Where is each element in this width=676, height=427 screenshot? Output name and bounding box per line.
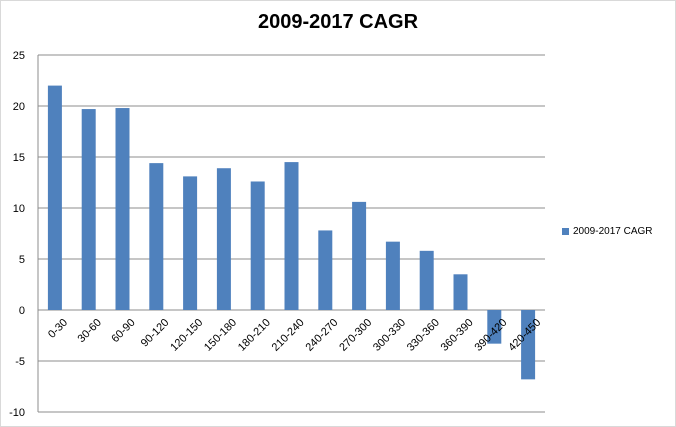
x-tick-label: 90-120 [139, 317, 172, 350]
x-tick-label: 0-30 [46, 317, 70, 341]
y-tick-label: -5 [15, 356, 25, 368]
y-tick-label: 25 [13, 50, 25, 62]
legend-label: 2009-2017 CAGR [573, 226, 653, 237]
bar [284, 162, 299, 310]
x-tick-label: 210-240 [270, 317, 307, 354]
x-tick-label: 150-180 [202, 317, 239, 354]
bar [385, 241, 400, 310]
y-tick-label: 20 [13, 101, 25, 113]
x-tick-label: 30-60 [76, 317, 104, 345]
bar [318, 230, 333, 310]
x-tick-label: 330-360 [405, 317, 442, 354]
y-tick-label: 0 [19, 305, 25, 317]
bar [521, 310, 536, 380]
legend: 2009-2017 CAGR [562, 226, 653, 237]
legend-swatch [562, 228, 569, 235]
y-tick-label: 10 [13, 203, 25, 215]
bar [250, 181, 265, 310]
bar [149, 163, 164, 310]
bar [352, 201, 367, 310]
x-tick-label: 180-210 [236, 317, 273, 354]
x-tick-label: 360-390 [439, 317, 476, 354]
y-tick-label: -10 [9, 407, 25, 419]
x-tick-label: 240-270 [303, 317, 340, 354]
bar [453, 274, 468, 310]
y-tick-label: 5 [19, 254, 25, 266]
bar [115, 108, 130, 310]
x-tick-label: 120-150 [168, 317, 205, 354]
bar [81, 109, 96, 310]
y-tick-label: 15 [13, 152, 25, 164]
bar [183, 176, 198, 310]
x-tick-label: 60-90 [109, 317, 137, 345]
bar [216, 168, 231, 310]
bar [487, 310, 502, 344]
bar [47, 85, 62, 310]
x-tick-label: 270-300 [337, 317, 374, 354]
bar [419, 250, 434, 310]
x-tick-label: 300-330 [371, 317, 408, 354]
chart-title: 2009-2017 CAGR [257, 11, 419, 33]
